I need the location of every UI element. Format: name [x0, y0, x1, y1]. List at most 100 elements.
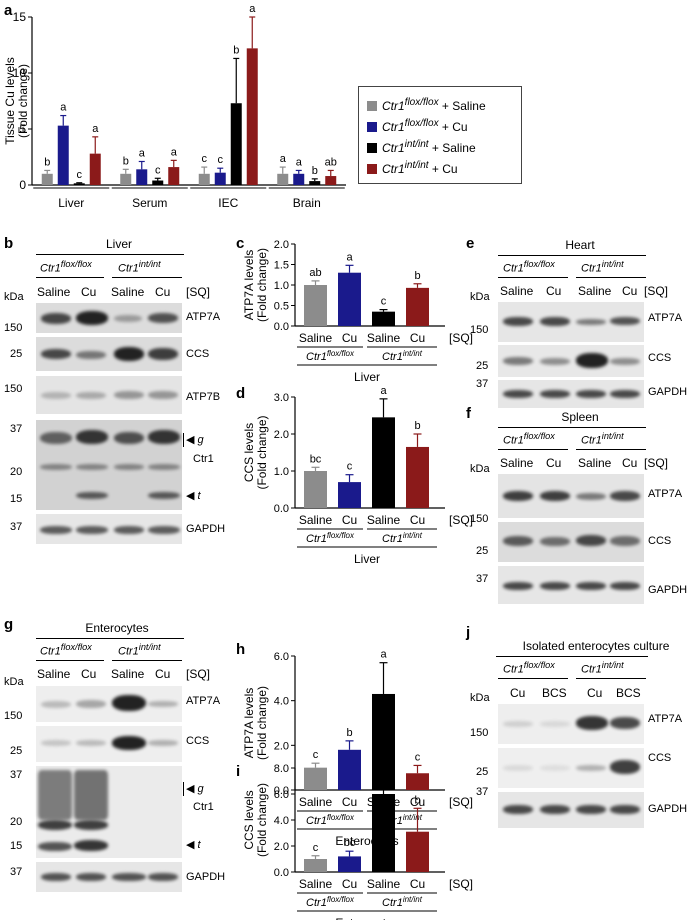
genotype: flox/flox	[327, 813, 355, 822]
legend-swatch	[367, 143, 377, 153]
y-tick-label: 10	[13, 66, 27, 80]
blot-f-group-flox: Ctr1flox/flox	[503, 431, 555, 447]
gene-name: Ctr1	[382, 897, 403, 909]
bar	[57, 125, 69, 185]
gene-name: Ctr1	[306, 815, 327, 827]
tissue-label: Liver	[354, 370, 380, 384]
blot-b-title: Liver	[105, 237, 132, 251]
blot-f-ccs-label: CCS	[648, 535, 672, 547]
marker-150: 150	[470, 727, 489, 739]
bar	[304, 767, 327, 790]
group-label-flox: Ctr1flox/flox	[306, 531, 355, 545]
bar	[309, 181, 321, 185]
bar	[89, 153, 101, 185]
y-axis-title: CCS levels(Fold change)	[242, 415, 269, 489]
blot-f-title-line	[498, 427, 646, 428]
blot-b-atp7a-label: ATP7A	[186, 311, 221, 323]
arrow-t: ◀ t	[186, 839, 201, 851]
y-tick-label: 2.0	[274, 239, 289, 251]
lane-label: Cu	[546, 456, 562, 470]
y-tick-label: 0.0	[274, 867, 289, 879]
bar	[152, 180, 164, 185]
sq-label: [SQ]	[449, 877, 473, 891]
genotype: flox/flox	[327, 349, 355, 358]
x-tick-label: Cu	[342, 331, 357, 345]
y-axis-title-line: Tissue Cu levels	[3, 57, 17, 145]
blot-b-ccs	[36, 337, 182, 371]
kda-label: kDa	[470, 692, 490, 704]
marker-25: 25	[10, 745, 23, 757]
bar	[304, 859, 327, 872]
y-tick-label: 1.0	[274, 280, 289, 292]
blot-g-atp7a-label: ATP7A	[186, 695, 221, 707]
marker-20: 20	[10, 816, 23, 828]
y-tick-label: 0.5	[274, 301, 289, 313]
blot-b-atp7b	[36, 376, 182, 414]
bar	[168, 167, 180, 185]
lane-label: BCS	[616, 686, 641, 700]
bar	[304, 285, 327, 326]
bar	[136, 169, 148, 185]
marker-37: 37	[10, 423, 23, 435]
blot-g-group-line	[112, 660, 182, 661]
y-tick-label: 5	[19, 122, 26, 136]
gene-name: Ctr1	[306, 351, 327, 363]
blot-g-ccs-label: CCS	[186, 735, 210, 747]
tissue-label: Enterocytes	[335, 916, 398, 920]
significance-letter: a	[139, 147, 146, 159]
significance-letter: a	[380, 385, 387, 397]
legend-swatch	[367, 164, 377, 174]
sq-label: [SQ]	[644, 284, 669, 298]
significance-letter: b	[414, 794, 420, 806]
blot-j-gapdh	[498, 792, 644, 828]
y-axis-title-line: (Fold change)	[255, 415, 269, 489]
blot-j-atp7a	[498, 704, 644, 744]
x-tick-label: Saline	[299, 513, 333, 527]
blot-e-ccs	[498, 345, 644, 377]
panel-label-a: a	[4, 2, 13, 19]
blot-b-group-int: Ctr1int/int	[118, 259, 161, 275]
marker-15: 15	[10, 493, 23, 505]
y-axis-title-line: (Fold change)	[16, 64, 30, 138]
arrow-g: ◀ g	[186, 783, 204, 795]
y-axis-title: CCS levels(Fold change)	[242, 783, 269, 857]
significance-letter: b	[233, 44, 239, 56]
panel-label-j: j	[466, 624, 471, 641]
genotype: int/int	[403, 531, 423, 540]
chart-a: 0 5 10 15 Tissue Cu levels(Fold change) Liver…	[3, 3, 346, 210]
bar	[406, 773, 429, 790]
blot-g-ctr1-label: Ctr1	[193, 801, 214, 813]
significance-letter: c	[381, 296, 387, 308]
y-axis-title: Tissue Cu levels(Fold change)	[3, 57, 30, 145]
blot-j-group-line	[576, 678, 646, 679]
blot-g-ccs	[36, 726, 182, 762]
group-label-flox: Ctr1flox/flox	[306, 895, 355, 909]
blot-j-atp7a-label: ATP7A	[648, 713, 683, 725]
blot-j-title-line	[496, 656, 648, 657]
genotype: int/int	[403, 895, 423, 904]
blot-b-ctr1-label: Ctr1	[193, 453, 214, 465]
significance-letter: c	[347, 461, 353, 473]
bar	[198, 173, 210, 185]
bar	[372, 794, 395, 872]
x-tick-label: Saline	[299, 877, 333, 891]
y-axis-title: ATP7A levels(Fold change)	[242, 686, 269, 760]
group-label-int: Ctr1int/int	[382, 349, 423, 363]
lane-label: BCS	[542, 686, 567, 700]
bar	[338, 482, 361, 508]
sq-label: [SQ]	[186, 667, 211, 681]
blot-g-title-line	[36, 638, 184, 639]
blot-g-ctr1	[36, 766, 182, 858]
bar	[277, 173, 289, 185]
bar	[406, 831, 429, 872]
bar	[120, 173, 132, 185]
y-tick-label: 2.0	[274, 429, 289, 441]
lane-label: Cu	[155, 285, 171, 299]
y-tick-label: 4.0	[274, 696, 289, 708]
genotype: int/int	[403, 349, 423, 358]
y-axis-title-line: ATP7A levels	[242, 688, 256, 758]
x-tick-label: Cu	[410, 877, 425, 891]
lane-label: Cu	[155, 667, 171, 681]
lane-label: Saline	[578, 284, 612, 298]
x-tick-label: Cu	[410, 331, 425, 345]
